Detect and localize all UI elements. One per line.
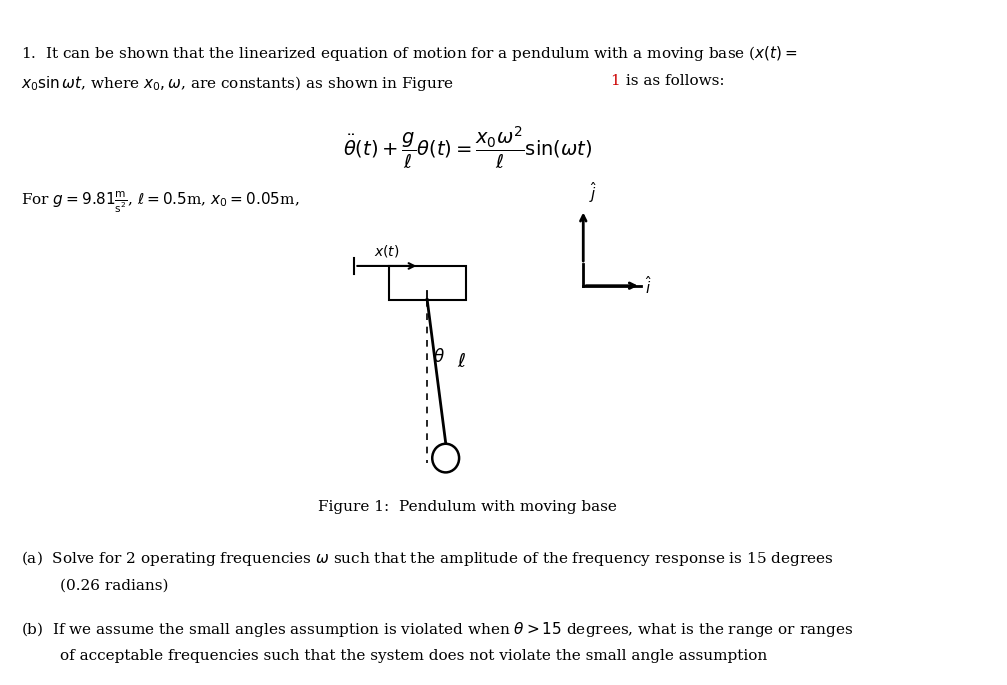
Text: (a)  Solve for 2 operating frequencies $\omega$ such that the amplitude of the f: (a) Solve for 2 operating frequencies $\… [21, 549, 834, 569]
Text: For $g = 9.81\frac{\mathrm{m}}{\mathrm{s}^2}$, $\ell = 0.5$m, $x_0 = 0.05$m,: For $g = 9.81\frac{\mathrm{m}}{\mathrm{s… [21, 189, 299, 215]
Text: $\ell$: $\ell$ [457, 352, 466, 371]
Text: $\ddot{\theta}(t) + \dfrac{g}{\ell}\theta(t) = \dfrac{x_0\omega^2}{\ell}\sin(\om: $\ddot{\theta}(t) + \dfrac{g}{\ell}\thet… [342, 125, 592, 171]
Text: $x(t)$: $x(t)$ [374, 243, 400, 259]
Text: 1: 1 [609, 74, 619, 88]
Text: (b)  If we assume the small angles assumption is violated when $\theta > 15$ deg: (b) If we assume the small angles assump… [21, 620, 853, 639]
Text: $\theta$: $\theta$ [433, 348, 444, 366]
FancyBboxPatch shape [389, 266, 465, 299]
Text: $x_0\sin\omega t$, where $x_0, \omega$, are constants) as shown in Figure: $x_0\sin\omega t$, where $x_0, \omega$, … [21, 74, 454, 92]
Text: (0.26 radians): (0.26 radians) [59, 579, 168, 593]
Text: $\hat{i}$: $\hat{i}$ [645, 275, 653, 297]
Text: $\hat{j}$: $\hat{j}$ [589, 179, 597, 205]
Circle shape [432, 444, 459, 473]
Text: 1.  It can be shown that the linearized equation of motion for a pendulum with a: 1. It can be shown that the linearized e… [21, 44, 798, 63]
Text: Figure 1:  Pendulum with moving base: Figure 1: Pendulum with moving base [318, 500, 617, 514]
Text: of acceptable frequencies such that the system does not violate the small angle : of acceptable frequencies such that the … [59, 649, 767, 663]
Text: is as follows:: is as follows: [620, 74, 724, 88]
